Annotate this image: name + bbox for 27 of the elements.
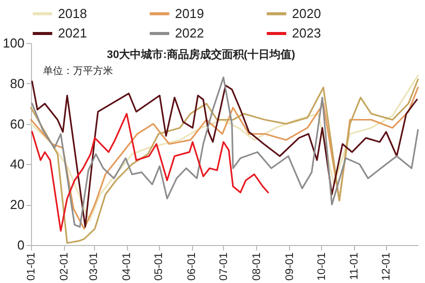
y-tick-label: 60 [10, 116, 24, 132]
x-tick-label: 03-01 [88, 252, 100, 281]
x-tick-label: 11-01 [348, 252, 361, 280]
y-tick-label: 100 [2, 36, 24, 50]
y-tick-label: 0 [17, 238, 24, 252]
x-tick-label: 06-01 [186, 252, 198, 281]
x-tick-label: 05-01 [153, 252, 166, 281]
y-tick-label: 40 [10, 156, 24, 172]
legend-label: 2019 [175, 6, 204, 21]
annotation: 单位：万平方米 [43, 65, 113, 77]
line-series [31, 112, 269, 232]
x-tick-label: 12-01 [380, 252, 393, 281]
legend-label: 2023 [292, 26, 321, 40]
legend-label: 2018 [58, 6, 87, 21]
y-tick-label: 80 [10, 76, 24, 91]
legend-label: 2022 [175, 26, 204, 40]
legend-label: 2020 [292, 6, 321, 21]
x-tick-label: 04-01 [121, 252, 134, 281]
x-tick-label: 08-01 [250, 252, 263, 281]
x-tick-label: 10-01 [316, 252, 328, 281]
y-tick-label: 20 [10, 197, 24, 212]
x-tick-label: 07-01 [218, 252, 230, 281]
x-tick-label: 09-01 [284, 252, 296, 281]
x-tick-label: 02-01 [58, 252, 70, 281]
legend-label: 2021 [58, 26, 87, 40]
text: 30大中城市:商品房成交面积(十日均值) [106, 48, 296, 61]
x-tick-label: 01-01 [26, 252, 38, 281]
